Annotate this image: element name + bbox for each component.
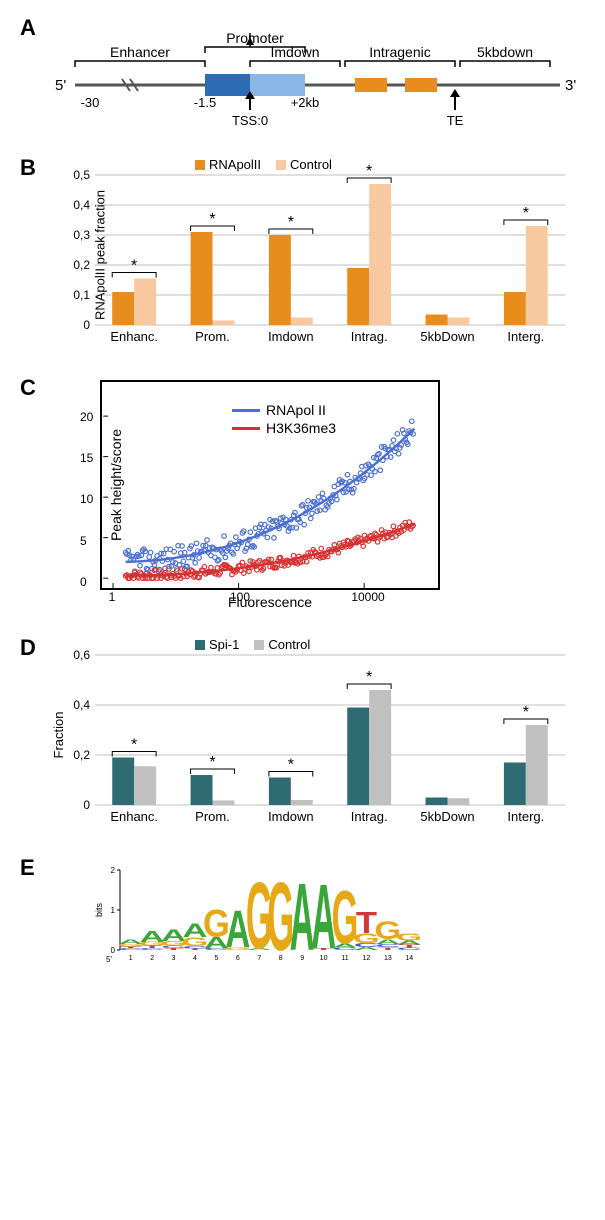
svg-text:8: 8 [279, 955, 283, 962]
svg-text:-30: -30 [81, 95, 100, 110]
svg-text:2: 2 [150, 955, 154, 962]
svg-text:11: 11 [341, 955, 348, 962]
svg-text:6: 6 [236, 955, 240, 962]
svg-text:Interg.: Interg. [507, 329, 544, 344]
svg-text:Enhanc.: Enhanc. [110, 329, 158, 344]
svg-text:*: * [288, 757, 294, 774]
svg-text:0,1: 0,1 [73, 288, 90, 302]
svg-text:12: 12 [363, 955, 371, 962]
svg-text:2: 2 [111, 866, 116, 875]
svg-text:3': 3' [565, 77, 576, 94]
svg-text:Imdown: Imdown [270, 44, 319, 60]
panel-c-legend-0: RNApol II [266, 402, 326, 418]
panel-c-legend: RNApol II H3K36me3 [232, 402, 336, 438]
svg-text:0,2: 0,2 [73, 258, 90, 272]
svg-text:0,5: 0,5 [73, 168, 90, 182]
svg-text:*: * [288, 214, 294, 231]
svg-text:Intragenic: Intragenic [369, 44, 430, 60]
svg-text:0,2: 0,2 [73, 748, 90, 762]
svg-text:G: G [396, 932, 420, 943]
svg-text:1: 1 [111, 906, 116, 915]
svg-text:0,6: 0,6 [73, 648, 90, 662]
panel-d-ylabel: Fraction [51, 712, 66, 759]
panel-b-legend: RNApolII Control [195, 157, 332, 172]
svg-text:Intrag.: Intrag. [351, 329, 388, 344]
svg-text:*: * [131, 737, 137, 754]
svg-text:0: 0 [111, 946, 116, 955]
svg-text:Interg.: Interg. [507, 809, 544, 824]
svg-text:14: 14 [405, 955, 413, 962]
gene-schematic: 5'3'EnhancerPromoterImdownIntragenic5kbd… [50, 15, 590, 135]
svg-text:Prom.: Prom. [195, 809, 230, 824]
svg-text:Enhanc.: Enhanc. [110, 809, 158, 824]
svg-text:4: 4 [193, 955, 197, 962]
panel-e-seqlogo: 012bits5'3'CTGA1CTGA2TCGA3TCGA4CAG5GA6AG… [90, 865, 420, 965]
svg-text:13: 13 [384, 955, 392, 962]
panel-c-legend-1: H3K36me3 [266, 420, 336, 436]
svg-text:5kbDown: 5kbDown [420, 809, 474, 824]
svg-text:0,4: 0,4 [73, 198, 90, 212]
panel-c-plot: RNApol II H3K36me3 Fluorescence Peak hei… [100, 380, 440, 590]
svg-text:Imdown: Imdown [268, 809, 314, 824]
panel-e-label: E [20, 855, 35, 881]
panel-b-chart: RNApolII Control RNApolII peak fraction … [65, 155, 585, 355]
svg-text:Prom.: Prom. [195, 329, 230, 344]
svg-text:*: * [131, 258, 137, 275]
panel-d-legend: Spi-1 Control [195, 637, 310, 652]
panel-d-legend-1: Control [268, 637, 310, 652]
svg-text:*: * [209, 211, 215, 228]
panel-b-svg: 0 0,1 0,2 0,3 0,4 0,5 Enhanc. * Prom. * Imdown * Int… [65, 155, 585, 355]
panel-c: C RNApol II H3K36me3 Fluorescence Peak h… [20, 375, 585, 615]
panel-a: A 5'3'EnhancerPromoterImdownIntragenic5k… [20, 15, 585, 135]
svg-text:Imdown: Imdown [268, 329, 314, 344]
svg-text:9: 9 [300, 955, 304, 962]
svg-text:*: * [523, 205, 529, 222]
svg-text:5: 5 [214, 955, 218, 962]
svg-text:5': 5' [55, 77, 66, 94]
svg-text:*: * [523, 704, 529, 721]
svg-text:TE: TE [447, 113, 464, 128]
panel-b: B RNApolII Control RNApolII peak fractio… [20, 155, 585, 355]
panel-c-ylabel: Peak height/score [108, 429, 124, 541]
svg-text:-1.5: -1.5 [194, 95, 216, 110]
panel-b-ylabel: RNApolII peak fraction [93, 190, 108, 320]
panel-e: E 012bits5'3'CTGA1CTGA2TCGA3TCGA4CAG5GA6… [20, 855, 585, 975]
svg-text:*: * [366, 669, 372, 686]
panel-d: D Spi-1 Control Fraction 0 0,2 0,4 0,6 Enhan… [20, 635, 585, 835]
svg-text:Enhancer: Enhancer [110, 44, 170, 60]
panel-d-svg: 0 0,2 0,4 0,6 Enhanc. * Prom. * Imdown * Intrag. * 5… [65, 635, 585, 835]
panel-b-legend-0: RNApolII [209, 157, 261, 172]
svg-text:0,3: 0,3 [73, 228, 90, 242]
panel-c-label: C [20, 375, 36, 401]
figure: A 5'3'EnhancerPromoterImdownIntragenic5k… [0, 0, 605, 1010]
svg-text:TSS:0: TSS:0 [232, 113, 268, 128]
svg-text:*: * [366, 163, 372, 180]
svg-text:+2kb: +2kb [291, 95, 320, 110]
svg-text:bits: bits [94, 903, 104, 918]
panel-a-label: A [20, 15, 36, 41]
svg-text:0: 0 [83, 318, 90, 332]
svg-text:Intrag.: Intrag. [351, 809, 388, 824]
panel-b-label: B [20, 155, 36, 181]
svg-text:5kbDown: 5kbDown [420, 329, 474, 344]
svg-text:7: 7 [257, 955, 261, 962]
panel-d-legend-0: Spi-1 [209, 637, 239, 652]
svg-text:0,4: 0,4 [73, 698, 90, 712]
svg-text:3: 3 [172, 955, 176, 962]
svg-text:5kbdown: 5kbdown [477, 44, 533, 60]
panel-d-chart: Spi-1 Control Fraction 00,20,40,6Enhanc.… [65, 635, 585, 835]
svg-text:5': 5' [106, 955, 112, 964]
svg-text:*: * [209, 754, 215, 771]
panel-b-legend-1: Control [290, 157, 332, 172]
panel-d-label: D [20, 635, 36, 661]
svg-text:0: 0 [83, 798, 90, 812]
svg-text:1: 1 [129, 955, 133, 962]
svg-text:10: 10 [320, 955, 328, 962]
